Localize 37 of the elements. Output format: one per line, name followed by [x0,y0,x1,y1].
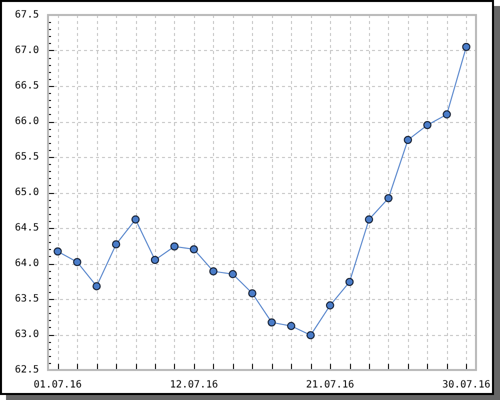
point [423,120,432,130]
y-tick-label: 66.5 [14,80,39,92]
y-tick-label: 67.0 [14,45,39,56]
y-tick-label: 66.0 [14,116,39,128]
x-tick-label: 21.07.16 [306,380,354,391]
point [248,289,256,298]
x-tick-label: 01.07.16 [34,380,82,391]
point [73,258,82,266]
point [442,110,451,118]
y-tick-label: 64.5 [14,222,39,234]
y-tick-label: 67.5 [14,10,39,21]
point [326,301,334,310]
point [345,278,354,286]
y-tick-label: 62.5 [14,364,39,376]
point [190,245,198,254]
point [287,322,296,330]
y-tick-label: 64.0 [14,258,39,270]
point [170,242,179,251]
point [131,215,140,224]
point [209,267,218,276]
point [112,240,120,248]
y-tick-label: 63.0 [14,329,39,340]
x-tick-label: 12.07.16 [170,380,218,391]
point [404,136,412,144]
point [364,215,374,224]
point [268,318,276,327]
point [384,194,393,202]
point [150,256,160,264]
y-tick-label: 65.5 [14,152,39,163]
point [54,247,62,256]
point [92,282,101,290]
x-tick-label: 30.07.16 [442,380,490,391]
point [462,42,470,52]
point [306,331,315,340]
y-tick-label: 65.0 [14,187,39,198]
point [228,270,237,278]
y-tick-label: 63.5 [14,294,39,305]
